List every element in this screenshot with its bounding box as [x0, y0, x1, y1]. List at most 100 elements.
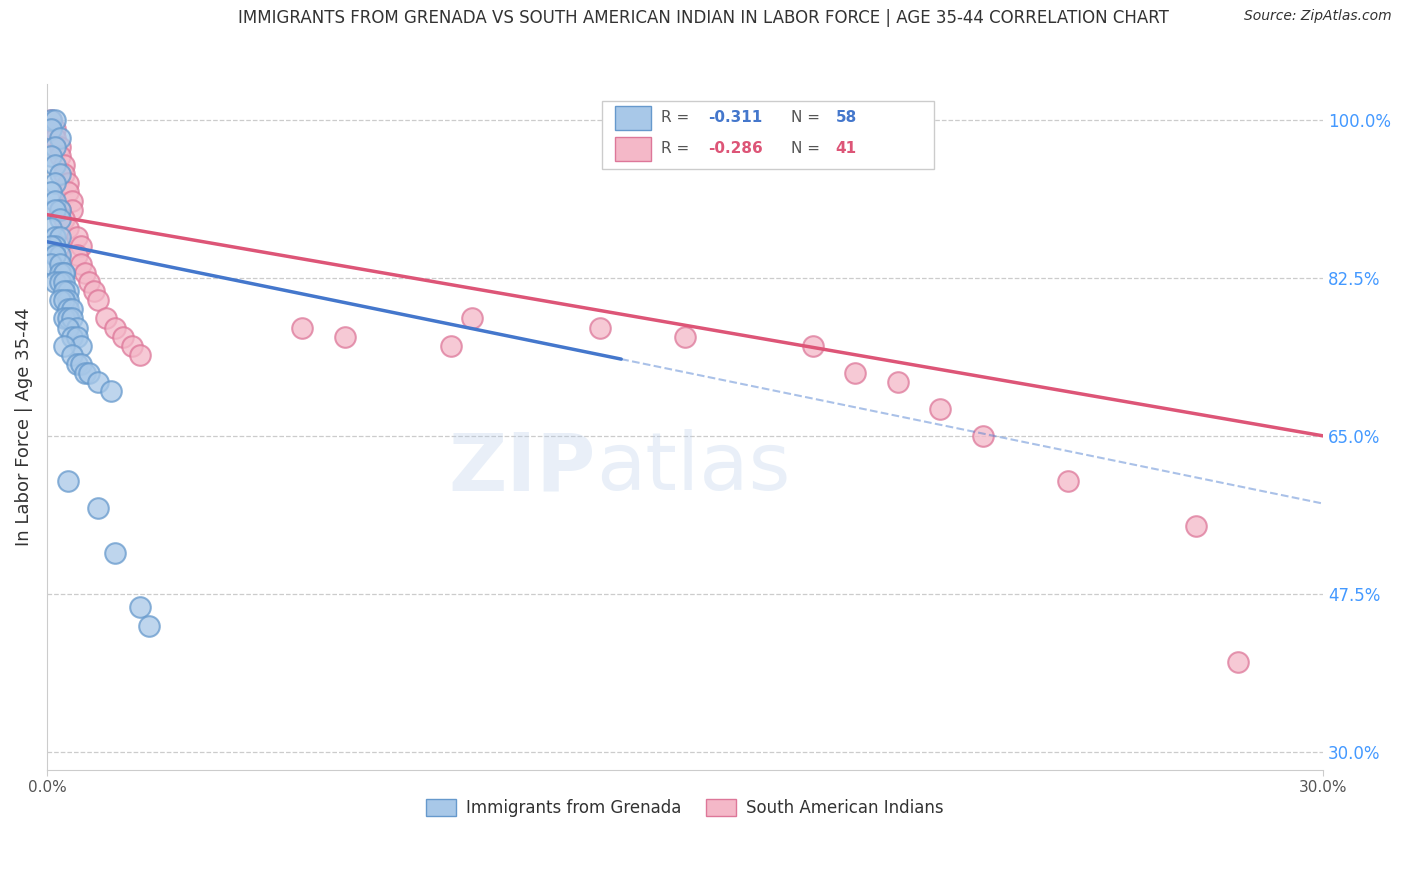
Point: [801, 338, 824, 352]
Point: [44, 239, 66, 253]
Point: [39, 149, 62, 163]
Point: [48, 140, 70, 154]
Point: [44, 203, 66, 218]
Point: [48, 257, 70, 271]
Point: [62, 348, 84, 362]
Point: [52, 293, 75, 308]
Point: [39, 221, 62, 235]
Point: [48, 266, 70, 280]
Point: [461, 311, 484, 326]
Point: [1227, 655, 1250, 669]
Point: [52, 285, 75, 299]
Text: N =: N =: [792, 110, 825, 125]
Point: [56, 185, 79, 199]
Text: atlas: atlas: [596, 429, 790, 507]
Point: [44, 276, 66, 290]
Text: 58: 58: [835, 110, 856, 125]
Text: N =: N =: [792, 141, 825, 156]
Point: [121, 338, 143, 352]
Point: [44, 176, 66, 190]
Point: [62, 194, 84, 208]
Point: [48, 131, 70, 145]
Point: [39, 112, 62, 127]
Point: [39, 185, 62, 199]
Point: [440, 338, 463, 352]
Text: ZIP: ZIP: [449, 429, 596, 507]
Point: [1184, 519, 1206, 533]
Point: [87, 375, 110, 389]
Point: [844, 366, 866, 380]
Legend: Immigrants from Grenada, South American Indians: Immigrants from Grenada, South American …: [419, 792, 950, 823]
Point: [39, 112, 62, 127]
Point: [70, 239, 93, 253]
Point: [56, 176, 79, 190]
Text: R =: R =: [661, 110, 695, 125]
Point: [62, 329, 84, 343]
Point: [48, 293, 70, 308]
Point: [44, 112, 66, 127]
Point: [129, 348, 152, 362]
Text: -0.286: -0.286: [709, 141, 762, 156]
Point: [52, 158, 75, 172]
Point: [48, 248, 70, 262]
Point: [48, 212, 70, 227]
Point: [66, 357, 89, 371]
Point: [44, 248, 66, 262]
Point: [87, 501, 110, 516]
Text: Source: ZipAtlas.com: Source: ZipAtlas.com: [1244, 9, 1392, 23]
Point: [112, 329, 135, 343]
Point: [79, 366, 101, 380]
Point: [44, 158, 66, 172]
Point: [589, 320, 612, 334]
Point: [673, 329, 696, 343]
Point: [39, 257, 62, 271]
Point: [44, 230, 66, 244]
Point: [52, 212, 75, 227]
Point: [48, 203, 70, 218]
FancyBboxPatch shape: [602, 101, 934, 169]
Point: [52, 276, 75, 290]
Text: IMMIGRANTS FROM GRENADA VS SOUTH AMERICAN INDIAN IN LABOR FORCE | AGE 35-44 CORR: IMMIGRANTS FROM GRENADA VS SOUTH AMERICA…: [238, 9, 1168, 27]
Point: [52, 266, 75, 280]
Y-axis label: In Labor Force | Age 35-44: In Labor Force | Age 35-44: [15, 308, 32, 546]
Point: [96, 311, 118, 326]
Point: [48, 167, 70, 181]
Point: [291, 320, 314, 334]
Point: [56, 474, 79, 488]
Point: [44, 140, 66, 154]
Point: [52, 167, 75, 181]
Point: [70, 357, 93, 371]
Point: [52, 266, 75, 280]
Text: 41: 41: [835, 141, 856, 156]
Point: [48, 149, 70, 163]
Point: [48, 203, 70, 218]
FancyBboxPatch shape: [614, 106, 651, 130]
FancyBboxPatch shape: [614, 137, 651, 161]
Point: [44, 121, 66, 136]
Point: [39, 239, 62, 253]
Point: [66, 230, 89, 244]
Point: [75, 366, 97, 380]
Point: [39, 121, 62, 136]
Point: [83, 285, 105, 299]
Point: [929, 401, 952, 416]
Point: [75, 266, 97, 280]
Point: [79, 276, 101, 290]
Point: [44, 131, 66, 145]
Point: [56, 221, 79, 235]
Point: [56, 311, 79, 326]
Point: [56, 320, 79, 334]
Point: [66, 248, 89, 262]
Point: [886, 375, 908, 389]
Point: [48, 230, 70, 244]
Point: [62, 203, 84, 218]
Point: [138, 618, 160, 632]
Point: [70, 257, 93, 271]
Point: [62, 302, 84, 317]
Text: -0.311: -0.311: [709, 110, 762, 125]
Point: [56, 285, 79, 299]
Point: [44, 248, 66, 262]
Point: [129, 600, 152, 615]
Point: [972, 429, 994, 443]
Point: [48, 276, 70, 290]
